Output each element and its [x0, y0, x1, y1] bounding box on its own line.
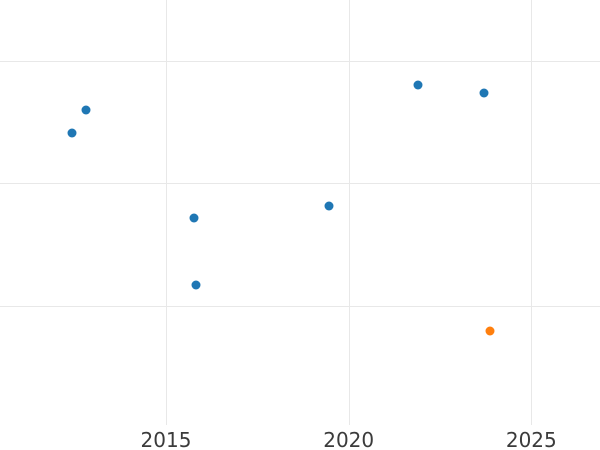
x-tick-label: 2025 [505, 428, 557, 450]
blue-series-point [81, 105, 91, 115]
y-gridline [0, 183, 600, 184]
y-gridline [0, 305, 600, 307]
y-gridline [0, 61, 600, 62]
x-tick-label: 2020 [323, 428, 375, 450]
x-gridline [531, 0, 533, 425]
blue-series-point [324, 201, 334, 211]
blue-series-point [189, 213, 199, 223]
orange-series-point [485, 326, 495, 336]
blue-series-point [413, 80, 423, 90]
x-gridline [348, 0, 350, 425]
x-gridline [166, 0, 167, 425]
plot-area [0, 0, 600, 425]
x-tick-label: 2015 [140, 428, 192, 450]
blue-series-point [67, 128, 77, 138]
blue-series-point [191, 280, 201, 290]
blue-series-point [479, 88, 489, 98]
